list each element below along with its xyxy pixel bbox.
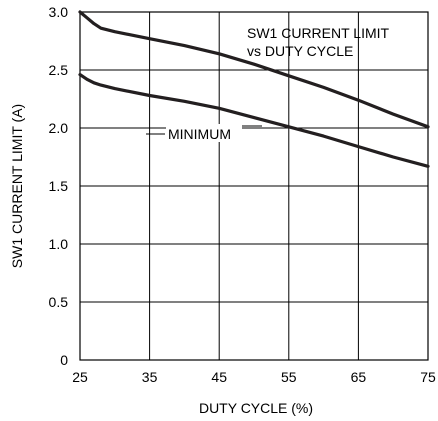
series-line-typical [78, 10, 430, 129]
y-tick-label: 2.5 [49, 62, 69, 78]
y-tick-label: 0 [60, 352, 68, 368]
series-line-minimum [78, 72, 430, 168]
x-axis-title: DUTY CYCLE (%) [199, 400, 313, 416]
y-axis-title: SW1 CURRENT LIMIT (A) [9, 104, 25, 268]
y-tick-label: 3.0 [49, 4, 69, 20]
x-tick-label: 35 [142, 369, 158, 385]
x-tick-label: 75 [420, 369, 436, 385]
chart-title-line-1: SW1 CURRENT LIMIT [247, 25, 390, 41]
x-tick-label: 25 [72, 369, 88, 385]
y-tick-label: 2.0 [49, 120, 69, 136]
grid [79, 11, 429, 361]
x-tick-label: 55 [281, 369, 297, 385]
y-tick-label: 1.5 [49, 178, 69, 194]
x-tick-label: 65 [351, 369, 367, 385]
chart-title-line-2: vs DUTY CYCLE [247, 43, 353, 59]
tick-labels: 25 35 45 55 65 75 0 0.5 1.0 1.5 2.0 2.5 3.0 [49, 4, 436, 385]
minimum-label: MINIMUM [168, 126, 231, 142]
series-group [78, 10, 430, 168]
y-tick-label: 1.0 [49, 236, 69, 252]
y-tick-label: 0.5 [49, 294, 69, 310]
x-tick-label: 45 [211, 369, 227, 385]
minimum-label-bg [166, 124, 242, 142]
